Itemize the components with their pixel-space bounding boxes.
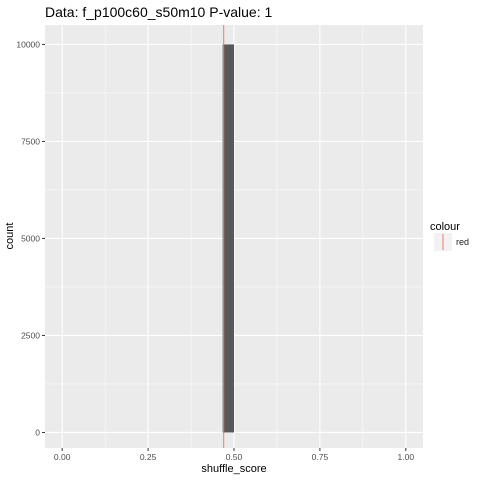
y-axis-label: count [4,223,16,250]
x-tick-label: 0.50 [226,452,243,462]
y-tick-label: 2500 [21,330,40,340]
x-tick-label: 0.00 [54,452,71,462]
histogram-bar [222,44,234,433]
x-tick-label: 1.00 [398,452,415,462]
y-tick-label: 10000 [16,39,40,49]
legend-title: colour [430,221,460,233]
y-tick-label: 0 [35,427,40,437]
legend-item-label: red [456,237,469,247]
x-axis-label: shuffle_score [201,463,266,475]
x-tick-label: 0.25 [140,452,157,462]
legend: colour red [430,221,469,251]
y-tick-label: 5000 [21,233,40,243]
x-tick-label: 0.75 [312,452,329,462]
chart-title: Data: f_p100c60_s50m10 P-value: 1 [45,4,272,20]
y-tick-label: 7500 [21,136,40,146]
